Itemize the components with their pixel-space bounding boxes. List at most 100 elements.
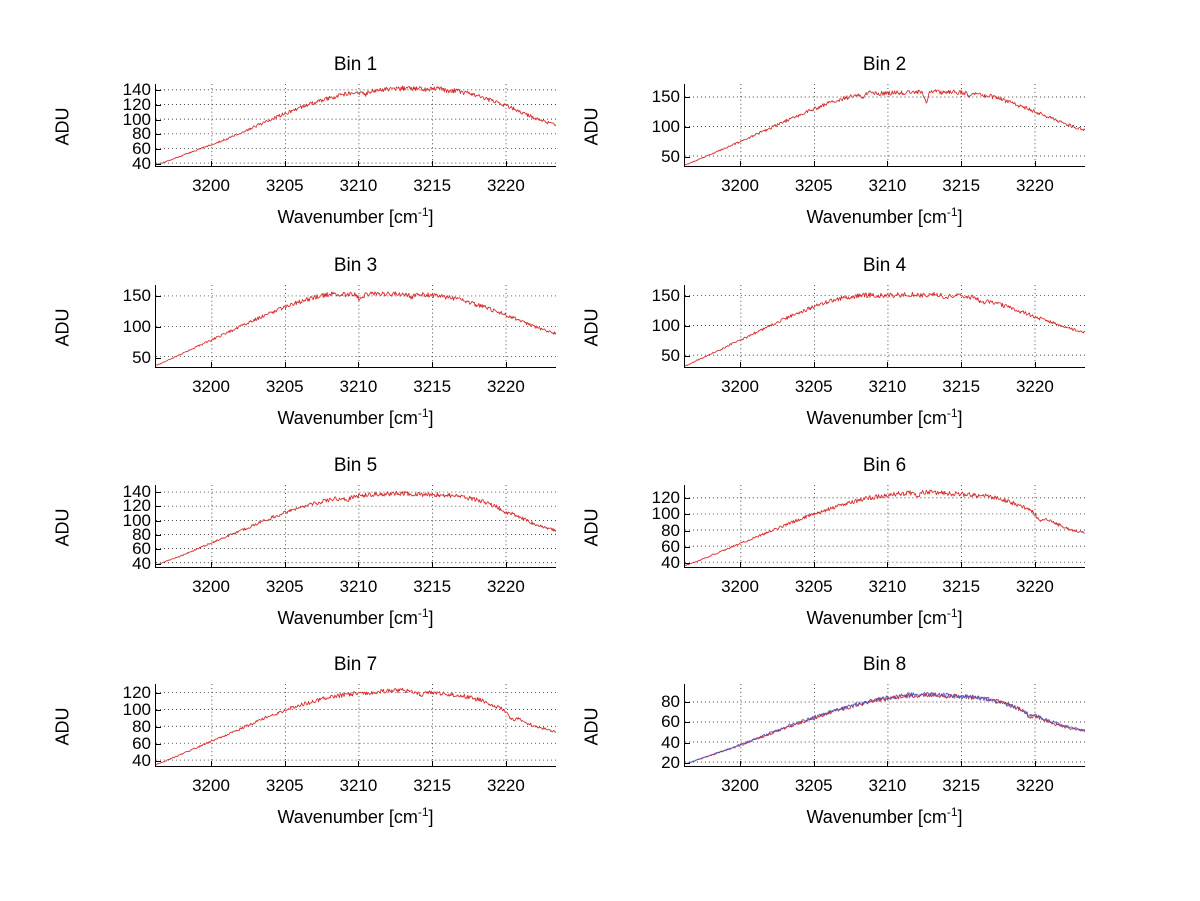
y-tick-mark: [155, 296, 161, 298]
y-tick-label: 20: [661, 752, 680, 772]
x-tick-label: 3215: [413, 176, 452, 195]
series-spectrum: [685, 291, 1085, 367]
x-axis-label-bracket: ]: [428, 608, 434, 628]
y-tick-mark: [684, 563, 690, 565]
series-spectrum: [156, 490, 556, 566]
y-tick-mark: [155, 164, 161, 166]
y-tick-mark: [155, 761, 161, 762]
x-axis-label: Wavenumber [cm-1]: [155, 805, 556, 828]
x-tick-label: 3215: [413, 377, 452, 396]
x-tick-label: 3205: [794, 377, 833, 396]
y-tick-label: 100: [651, 504, 680, 524]
x-tick-mark: [1034, 362, 1036, 368]
y-tick-mark: [684, 514, 690, 516]
x-tick-mark: [887, 562, 889, 568]
x-axis-label: Wavenumber [cm-1]: [684, 205, 1085, 228]
y-tick-label: 150: [651, 87, 680, 107]
y-tick-mark: [155, 119, 161, 121]
y-tick-label: 100: [122, 510, 151, 530]
chart-panel-bin-4: Bin 4 50 100 150 3200 3205 3210 3215 3220 ADU Wave…: [564, 255, 1095, 448]
x-tick-mark: [961, 362, 963, 368]
y-tick-label: 150: [122, 286, 151, 306]
x-tick-label: 3200: [192, 377, 230, 396]
x-axis-label-text: Wavenumber [cm: [806, 807, 947, 827]
x-axis-label-text: Wavenumber [cm: [277, 207, 418, 227]
y-axis-label: ADU: [581, 107, 602, 146]
x-tick-mark: [740, 161, 742, 167]
plot-area-bin-3: [155, 285, 556, 368]
y-tick-label: 60: [132, 139, 151, 159]
x-tick-label: 3205: [265, 377, 304, 396]
y-tick-mark: [155, 563, 161, 565]
y-tick-mark: [684, 722, 690, 724]
x-tick-mark: [1034, 761, 1036, 767]
plot-area-bin-4: [684, 285, 1085, 368]
y-tick-label: 80: [132, 124, 151, 144]
x-tick-label: 3220: [1015, 577, 1054, 596]
data-curves-bin-2: [685, 89, 1085, 166]
x-tick-label: 3215: [942, 577, 981, 596]
gridlines-bin-2: [685, 84, 1085, 166]
x-tick-mark: [505, 362, 507, 368]
series-spectrum-red: [685, 692, 1085, 765]
x-tick-label: 3205: [794, 577, 833, 596]
y-tick-mark: [155, 726, 161, 728]
y-tick-label: 80: [132, 716, 151, 736]
y-tick-label: 100: [651, 315, 680, 335]
x-axis-label-text: Wavenumber [cm: [277, 608, 418, 628]
x-tick-mark: [1034, 161, 1036, 167]
y-tick-label: 100: [122, 109, 151, 129]
y-tick-label: 100: [122, 316, 151, 336]
x-tick-mark: [961, 761, 963, 767]
chart-title-bin-6: Bin 6: [862, 455, 907, 476]
x-tick-label: 3200: [721, 176, 759, 195]
x-tick-mark: [813, 562, 815, 568]
x-axis-label-exponent: -1: [417, 805, 429, 819]
y-tick-mark: [155, 520, 161, 522]
chart-title-bin-3: Bin 3: [333, 255, 378, 276]
y-tick-mark: [155, 549, 161, 551]
x-axis-label-bracket: ]: [957, 807, 963, 827]
x-tick-label: 3205: [794, 776, 833, 795]
y-tick-mark: [155, 357, 161, 359]
y-tick-mark: [684, 546, 690, 548]
x-tick-label: 3200: [192, 176, 230, 195]
y-tick-label: 50: [132, 347, 151, 367]
data-curves-bin-5: [156, 490, 556, 566]
x-tick-mark: [211, 562, 213, 568]
x-axis-label-exponent: -1: [946, 606, 958, 620]
y-axis-label: ADU: [52, 508, 73, 547]
x-tick-mark: [358, 161, 360, 167]
x-axis-label-bracket: ]: [957, 207, 963, 227]
chart-panel-bin-5: Bin 5 40 60 80 100 120 140 3200 3205 3210 3215 3220…: [35, 455, 566, 648]
x-axis-label: Wavenumber [cm-1]: [155, 205, 556, 228]
chart-panel-bin-1: Bin 1 40 60 80 100 120 140 3200 3205 3210 3215 3220…: [35, 54, 566, 247]
chart-panel-bin-3: Bin 3 50 100 150 3200 3205 3210 3215 3220 ADU Wave…: [35, 255, 566, 448]
x-tick-label: 3200: [721, 776, 759, 795]
x-tick-label: 3215: [942, 377, 981, 396]
y-tick-label: 40: [661, 732, 680, 752]
x-tick-mark: [961, 562, 963, 568]
y-tick-mark: [684, 156, 690, 158]
y-tick-mark: [684, 355, 690, 357]
chart-panel-bin-6: Bin 6 40 60 80 100 120 3200 3205 3210 3215 3220 ADU…: [564, 455, 1095, 648]
x-axis-label: Wavenumber [cm-1]: [684, 805, 1085, 828]
x-tick-label: 3200: [192, 776, 230, 795]
x-tick-mark: [887, 161, 889, 167]
x-tick-mark: [358, 761, 360, 767]
series-spectrum: [156, 291, 556, 366]
chart-panel-bin-2: Bin 2 50 100 150 3200 3205 3210 3215 3220 ADU Wave…: [564, 54, 1095, 247]
y-tick-label: 40: [132, 154, 151, 174]
x-tick-label: 3220: [486, 377, 525, 396]
plot-area-bin-8: [684, 684, 1085, 767]
y-axis-label: ADU: [52, 707, 73, 746]
x-tick-label: 3205: [265, 776, 304, 795]
x-tick-label: 3220: [1015, 377, 1054, 396]
y-tick-label: 120: [122, 682, 151, 702]
x-axis-label: Wavenumber [cm-1]: [684, 606, 1085, 629]
y-tick-label: 120: [122, 496, 151, 516]
y-tick-mark: [684, 530, 690, 532]
y-axis-label: ADU: [581, 508, 602, 547]
x-tick-mark: [813, 761, 815, 767]
x-axis-label-text: Wavenumber [cm: [806, 608, 947, 628]
